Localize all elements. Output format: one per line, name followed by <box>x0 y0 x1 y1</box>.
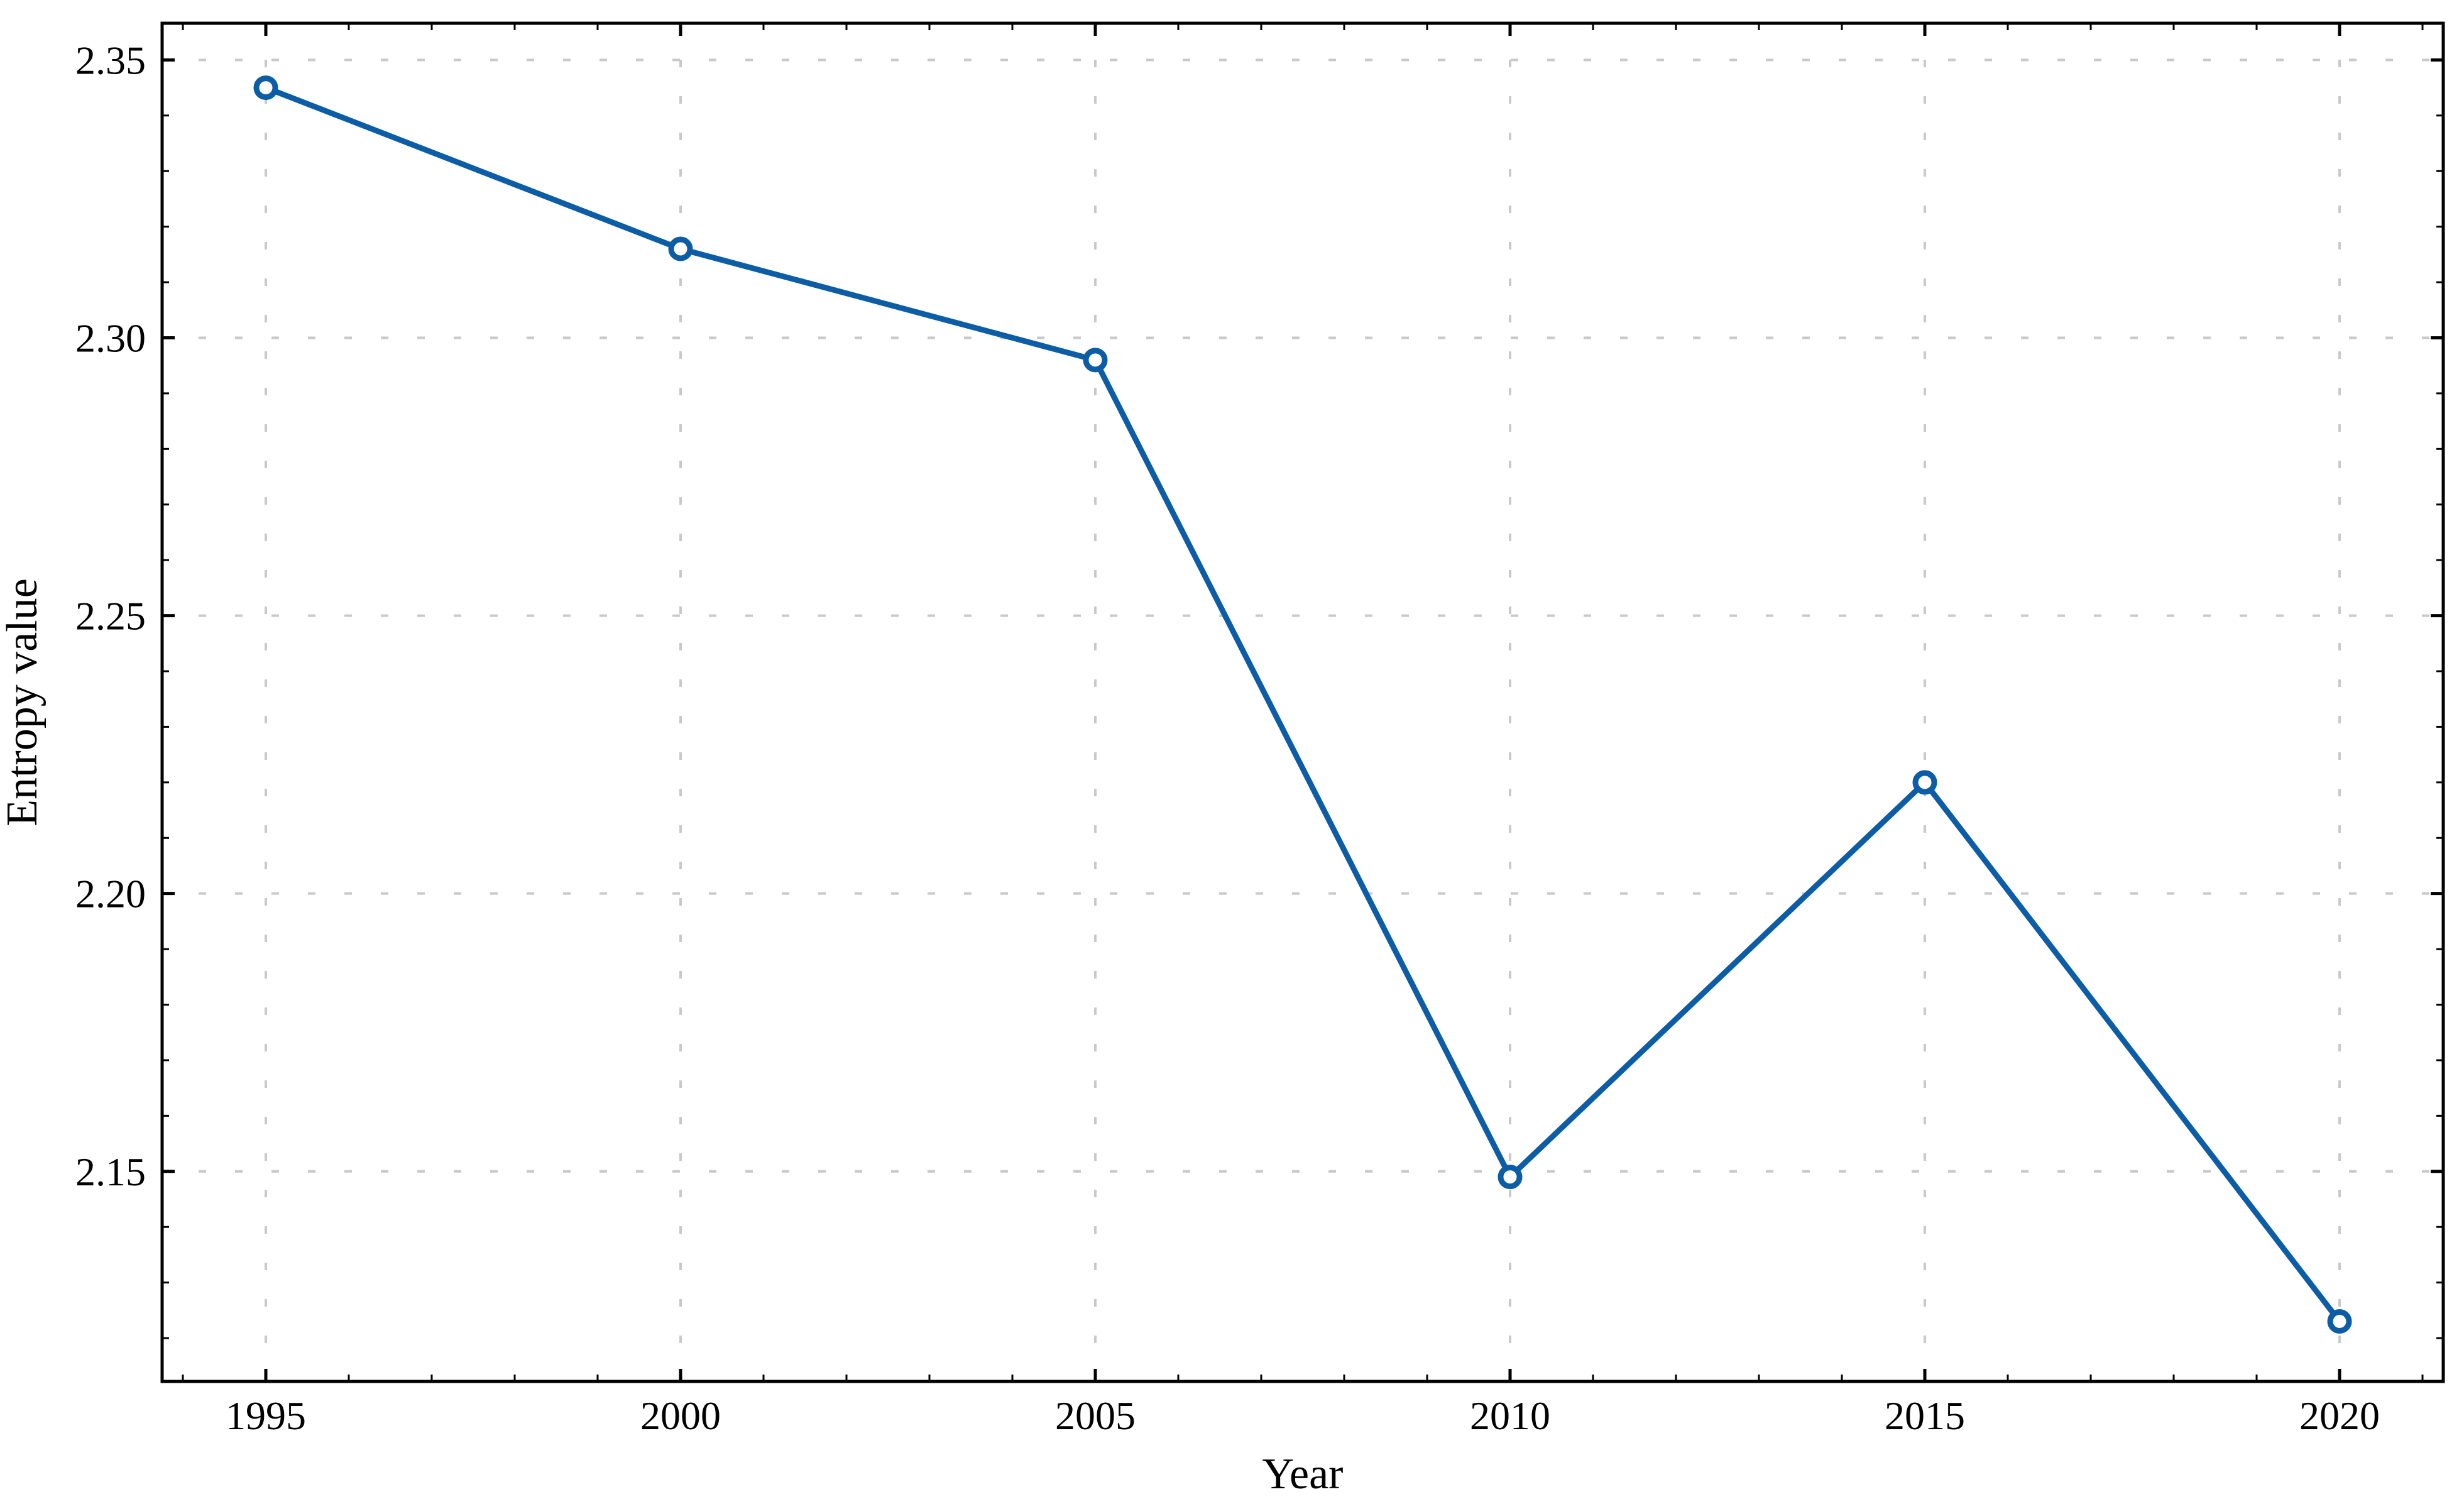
data-line <box>263 85 2343 1325</box>
y-tick-label: 2.25 <box>75 594 146 639</box>
y-tick-label: 2.30 <box>75 316 146 360</box>
x-tick-label: 2005 <box>1055 1393 1136 1438</box>
data-point-marker <box>1498 1165 1523 1190</box>
y-axis-label: Entropy value <box>0 578 47 826</box>
data-point-marker <box>1912 770 1937 795</box>
x-tick-label: 2010 <box>1470 1393 1550 1438</box>
data-point-marker <box>253 75 278 101</box>
x-tick-label: 2015 <box>1885 1393 1965 1438</box>
x-tick-label: 2000 <box>640 1393 721 1438</box>
data-point-marker <box>1083 348 1108 373</box>
x-axis-label: Year <box>1262 1450 1344 1498</box>
y-tick-label: 2.15 <box>75 1150 146 1194</box>
y-tick-label: 2.20 <box>75 872 146 916</box>
x-tick-label: 2020 <box>2299 1393 2380 1438</box>
x-tick-label: 1995 <box>226 1393 306 1438</box>
data-point-marker <box>2327 1309 2352 1334</box>
plot-border <box>160 21 2445 1383</box>
data-point-marker <box>668 236 693 261</box>
y-tick-label: 2.35 <box>75 38 146 82</box>
